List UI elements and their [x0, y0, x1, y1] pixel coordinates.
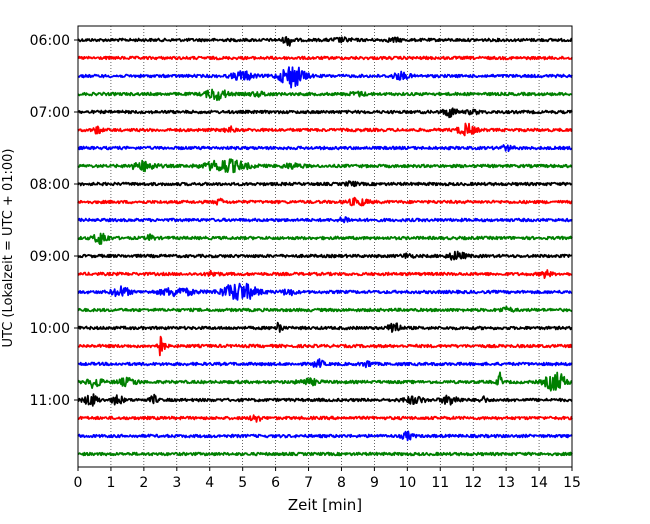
y-tick-label: 09:00: [30, 249, 70, 265]
x-tick-label: 8: [337, 475, 346, 491]
y-tick-label: 07:00: [30, 105, 70, 121]
seismic-trace: [77, 36, 573, 47]
trace-group: [77, 36, 573, 457]
seismic-trace: [77, 232, 573, 245]
x-tick-label: 11: [431, 475, 449, 491]
x-tick-label: 9: [370, 475, 379, 491]
y-tick-label: 06:00: [30, 33, 70, 49]
seismic-trace: [77, 335, 573, 357]
x-tick-label: 10: [398, 475, 416, 491]
y-tick-label: 08:00: [30, 177, 70, 193]
seismic-trace: [77, 451, 573, 457]
seismic-trace: [77, 305, 573, 313]
seismic-trace: [77, 321, 573, 333]
x-tick-label: 12: [464, 475, 482, 491]
x-tick-label: 4: [205, 475, 214, 491]
x-tick-label: 7: [304, 475, 313, 491]
seismic-trace: [77, 122, 573, 137]
x-tick-label: 5: [238, 475, 247, 491]
x-tick-label: 1: [106, 475, 115, 491]
x-tick-label: 6: [271, 475, 280, 491]
seismic-trace: [77, 55, 573, 61]
x-tick-label: 0: [74, 475, 83, 491]
seismic-trace: [77, 158, 573, 174]
seismic-trace: [77, 414, 573, 423]
seismic-trace: [77, 250, 573, 261]
seismic-trace: [77, 358, 573, 369]
seismic-trace: [77, 393, 573, 407]
seismic-trace: [77, 269, 573, 279]
x-tick-label: 15: [563, 475, 581, 491]
seismic-trace: [77, 282, 573, 301]
seismic-trace: [77, 144, 573, 153]
seismic-trace: [77, 88, 573, 102]
seismic-trace: [77, 107, 573, 119]
x-tick-label: 14: [530, 475, 548, 491]
plot-frame: [77, 25, 573, 468]
seismic-trace: [77, 430, 573, 442]
seismic-trace: [77, 196, 573, 207]
x-axis-label: Zeit [min]: [288, 496, 362, 514]
seismic-trace: [77, 371, 573, 392]
seismic-trace: [77, 216, 573, 224]
y-tick-label: 10:00: [30, 321, 70, 337]
x-tick-label: 2: [139, 475, 148, 491]
y-tick-label: 11:00: [30, 393, 70, 409]
x-tick-label: 3: [172, 475, 181, 491]
x-tick-label: 13: [497, 475, 515, 491]
seismic-trace: [77, 66, 573, 89]
seismic-trace: [77, 180, 573, 188]
y-axis-label: UTC (Lokalzeit = UTC + 01:00): [1, 149, 16, 348]
axis-ticks: 0 1 2 3 4 5 6 7 8 9 10 11 12 13 14 1506:0007:0008:0009:…: [30, 33, 581, 491]
